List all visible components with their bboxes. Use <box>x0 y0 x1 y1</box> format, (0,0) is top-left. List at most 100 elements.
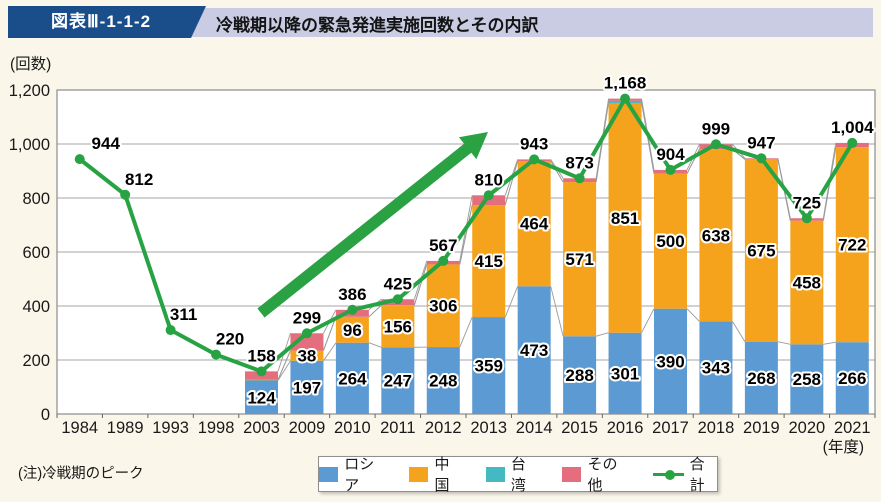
connector-line <box>459 204 473 265</box>
russia-value-label: 473 <box>520 341 548 360</box>
legend-item-0: ロシア <box>319 453 385 495</box>
china-value-label: 500 <box>656 232 684 251</box>
bar-segment-中国 <box>472 205 506 318</box>
total-value-label: 943 <box>520 134 548 153</box>
connector-line <box>732 321 746 342</box>
china-value-label: 464 <box>520 215 549 234</box>
footnote: (注)冷戦期のピーク <box>18 466 144 482</box>
china-value-label: 571 <box>565 250 593 269</box>
x-tick-label: 2021 <box>834 419 871 437</box>
connector-line <box>777 341 791 345</box>
connector-line <box>277 350 291 380</box>
connector-line <box>368 304 382 318</box>
chart-legend: ロシア 中国 台湾 その他 合計 <box>318 453 718 495</box>
china-value-label: 96 <box>343 321 362 340</box>
connector-line <box>504 160 519 206</box>
y-axis-unit-label: (回数) <box>10 55 51 73</box>
bar-segment-中国 <box>290 350 324 361</box>
x-tick-label: 2017 <box>652 419 689 437</box>
legend-item-2: 台湾 <box>485 453 538 495</box>
bar-segment-ロシア <box>290 360 324 414</box>
russia-value-label: 248 <box>429 372 457 391</box>
y-tick-label: 0 <box>41 406 50 424</box>
total-value-label: 725 <box>793 193 821 212</box>
legend-color-swatch <box>485 466 505 482</box>
russia-value-label: 197 <box>293 378 321 397</box>
connector-line <box>823 341 836 345</box>
total-marker <box>438 255 449 266</box>
x-tick-label: 2019 <box>743 419 780 437</box>
china-value-label: 415 <box>475 252 503 271</box>
legend-label: ロシア <box>344 456 375 494</box>
china-value-label: 458 <box>793 274 821 293</box>
total-value-label: 1,004 <box>831 118 874 137</box>
connector-line <box>413 264 428 306</box>
bar-segment-ロシア <box>472 317 506 414</box>
bar-segment-ロシア <box>563 336 597 414</box>
legend-line-swatch <box>652 467 684 482</box>
x-tick-label: 1993 <box>152 419 189 437</box>
bar-segment-中国 <box>335 316 369 343</box>
connector-line <box>459 316 473 348</box>
y-tick-label: 400 <box>22 298 50 316</box>
total-value-label: 812 <box>125 170 153 189</box>
bar-segment-中国 <box>245 379 278 381</box>
x-axis-unit-label: (年度) <box>823 438 864 456</box>
total-value-label: 220 <box>216 330 244 349</box>
china-value-label: 851 <box>611 209 639 228</box>
figure-title: 冷戦期以降の緊急発進実施回数とその内訳 <box>216 16 539 35</box>
bar-segment-中国 <box>790 220 824 345</box>
connector-line <box>550 286 564 337</box>
connector-line <box>686 308 700 322</box>
total-marker <box>620 93 631 104</box>
x-tick-label: 2014 <box>516 419 553 437</box>
total-value-label: 567 <box>429 236 457 255</box>
bar-segment-ロシア <box>744 341 778 414</box>
russia-value-label: 301 <box>611 364 639 383</box>
russia-value-label: 266 <box>838 369 866 388</box>
total-marker <box>211 349 222 360</box>
connector-line <box>323 342 337 362</box>
total-value-label: 810 <box>475 170 503 189</box>
total-value-label: 158 <box>247 346 275 365</box>
total-marker <box>665 164 676 175</box>
total-marker <box>301 328 312 339</box>
russia-value-label: 247 <box>384 372 412 391</box>
china-value-label: 675 <box>747 242 775 261</box>
bar-segment-ロシア <box>654 308 687 414</box>
y-tick-label: 800 <box>22 190 50 208</box>
bar-segment-ロシア <box>517 286 551 414</box>
legend-color-swatch <box>409 466 429 482</box>
header-strip <box>120 8 873 37</box>
legend-item-1: 中国 <box>409 453 461 495</box>
bar-segment-中国 <box>563 182 597 337</box>
legend-label: 合計 <box>689 456 705 494</box>
bar-segment-中国 <box>744 159 778 342</box>
connector-line <box>277 360 291 381</box>
legend-label: 中国 <box>434 456 450 494</box>
bar-segment-台湾 <box>245 379 278 381</box>
total-value-label: 1,168 <box>604 74 647 93</box>
bar-segment-中国 <box>608 102 642 333</box>
total-value-label: 873 <box>565 153 593 172</box>
bar-segment-ロシア <box>699 321 733 414</box>
x-tick-label: 2020 <box>788 419 825 437</box>
china-value-label: 156 <box>384 317 412 336</box>
china-value-label: 722 <box>838 236 866 255</box>
total-marker <box>165 325 176 336</box>
x-tick-label: 2016 <box>607 419 644 437</box>
total-line <box>78 96 854 374</box>
total-marker <box>801 213 812 224</box>
russia-value-label: 288 <box>565 366 593 385</box>
legend-color-swatch <box>319 466 339 482</box>
bar-segment-中国 <box>835 147 869 343</box>
total-marker <box>347 304 358 315</box>
bar-segment-中国 <box>699 149 733 322</box>
total-value-label: 999 <box>702 119 730 138</box>
y-tick-label: 600 <box>22 244 50 262</box>
russia-value-label: 390 <box>656 352 684 371</box>
legend-item-3: その他 <box>562 453 628 495</box>
bar-segment-ロシア <box>335 342 369 414</box>
x-tick-label: 2011 <box>380 419 415 437</box>
